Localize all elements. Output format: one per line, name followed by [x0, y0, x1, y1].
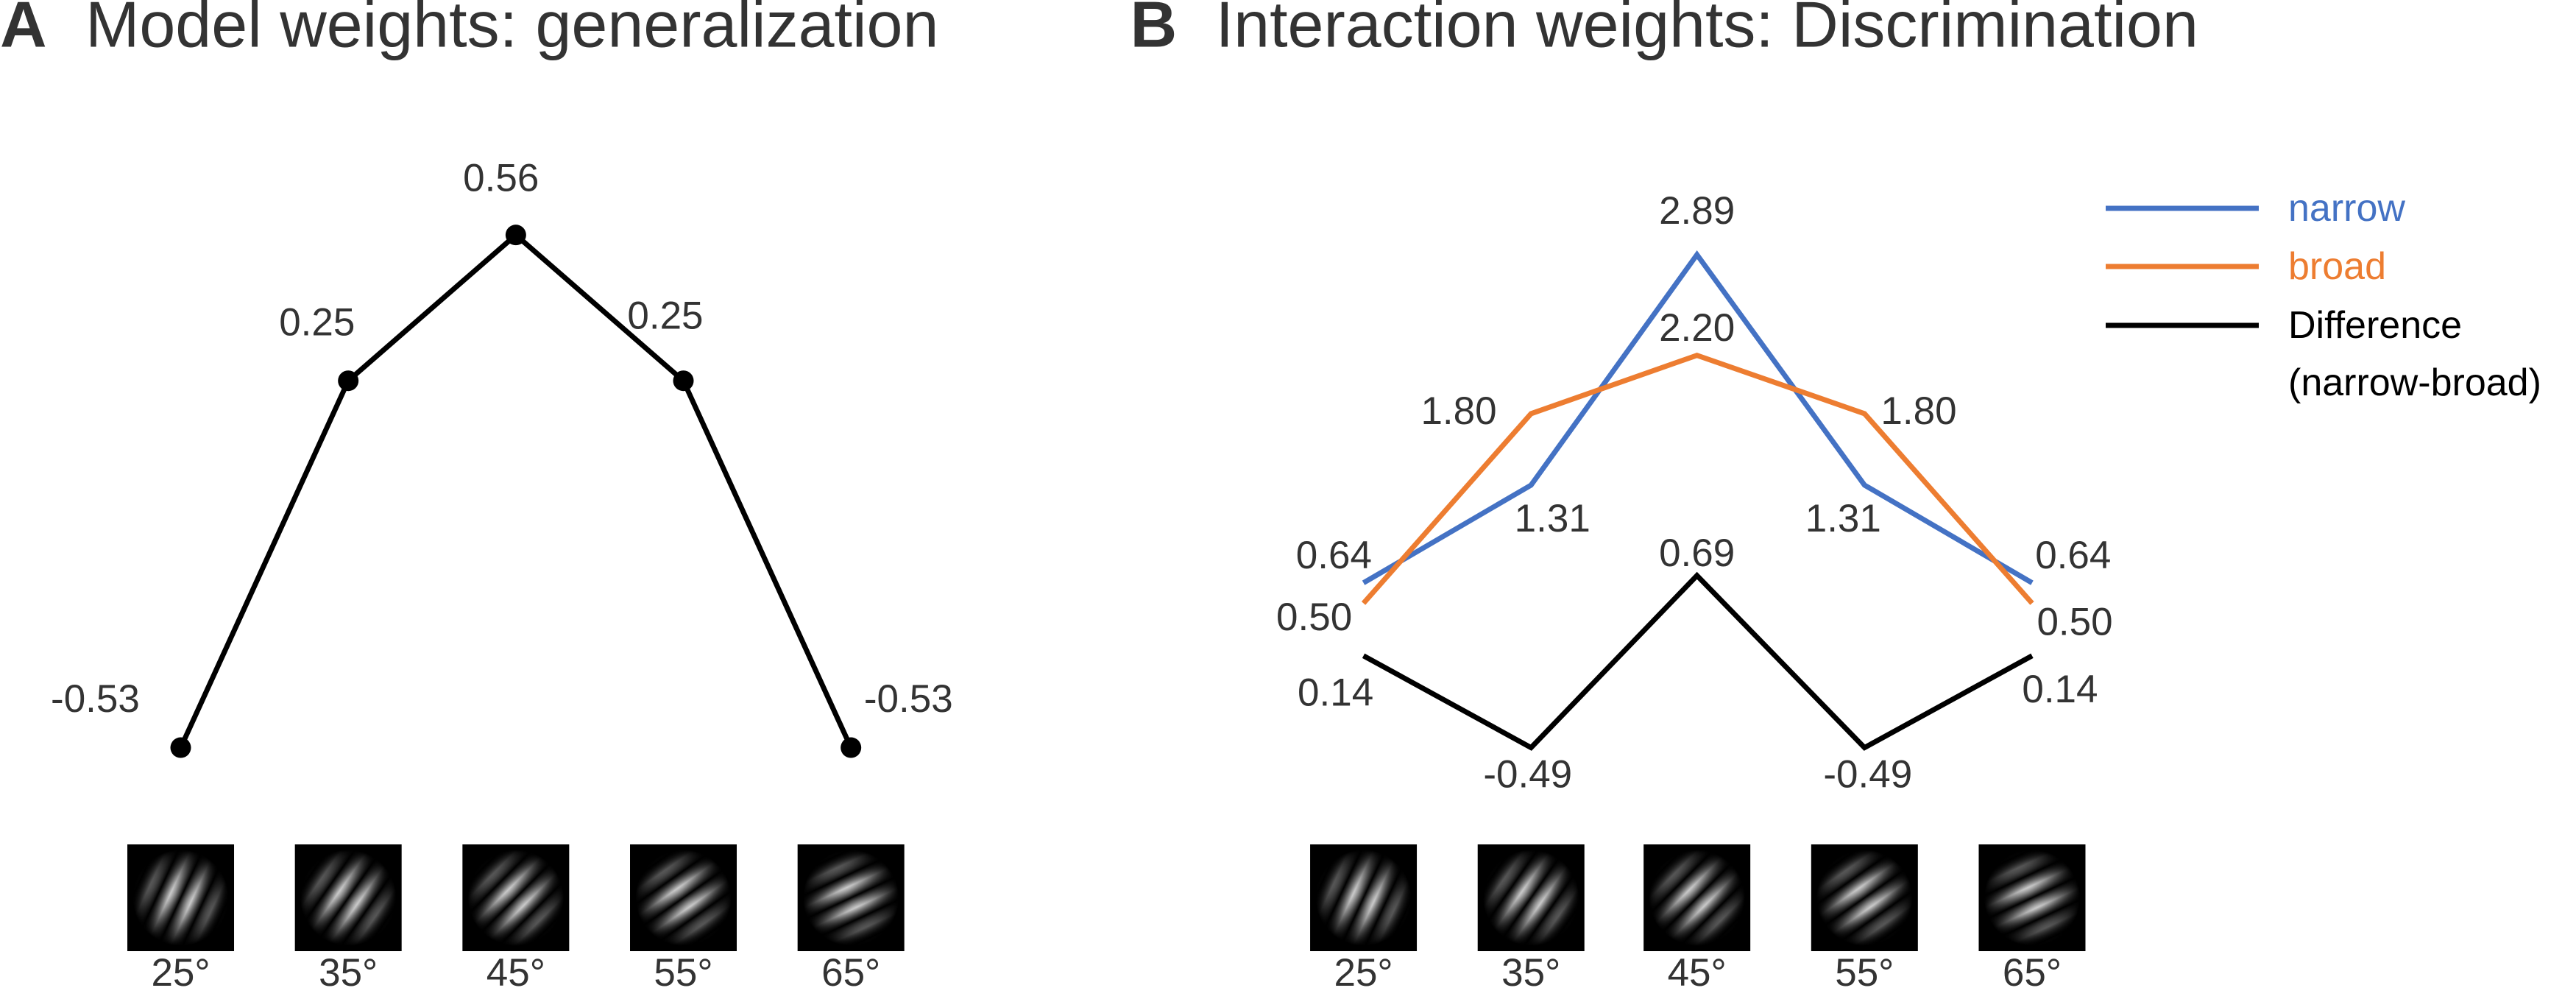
stimulus-patch [1978, 844, 2086, 951]
stimulus-patch [630, 844, 737, 951]
data-label: -0.49 [1483, 753, 1572, 797]
x-tick-label: 65° [821, 951, 880, 995]
data-label: 0.64 [2035, 534, 2111, 577]
data-label: 1.80 [1420, 389, 1496, 433]
legend-label: narrow [2288, 187, 2405, 230]
chart-title: Interaction weights: Discrimination [1216, 0, 2198, 60]
x-tick-label: 25° [1334, 951, 1393, 995]
panel-label: B [1130, 0, 1178, 60]
x-tick-label: 55° [654, 951, 712, 995]
series-line [1362, 250, 2034, 585]
x-tick-label: 25° [151, 951, 210, 995]
stimulus-patch [127, 844, 235, 951]
data-label: 0.50 [2037, 600, 2112, 643]
marker [505, 225, 526, 246]
data-label: 2.89 [1659, 189, 1735, 233]
x-tick-label: 65° [2003, 951, 2062, 995]
data-label: 2.20 [1659, 306, 1735, 350]
legend-label: broad [2288, 245, 2386, 288]
panel-label: A [0, 0, 47, 60]
marker [170, 737, 191, 758]
data-label: -0.53 [864, 677, 953, 721]
series-line [1361, 352, 2034, 605]
stimulus-patch [1477, 844, 1585, 951]
data-label: 1.31 [1515, 497, 1590, 540]
x-tick-label: 55° [1835, 951, 1894, 995]
marker [338, 370, 359, 392]
stimulus-patch [462, 844, 570, 951]
data-label: 0.25 [279, 300, 355, 344]
data-label: 1.80 [1880, 389, 1956, 433]
stimulus-patch [294, 844, 402, 951]
data-label: 0.14 [2022, 668, 2098, 711]
data-label: -0.49 [1823, 753, 1912, 797]
x-tick-label: 45° [1668, 951, 1727, 995]
stimulus-patch [1643, 844, 1751, 951]
data-label: 0.25 [627, 294, 703, 337]
x-tick-label: 35° [1501, 951, 1560, 995]
data-label: -0.53 [51, 677, 140, 721]
data-label: 0.56 [463, 157, 539, 200]
stimulus-patch [1310, 844, 1418, 951]
marker [841, 737, 862, 758]
stimulus-patch [1811, 844, 1918, 951]
data-label: 0.14 [1298, 671, 1373, 714]
series-line [1362, 571, 2034, 751]
legend-label: Difference (narrow-broad) [2288, 304, 2541, 404]
x-tick-label: 45° [486, 951, 545, 995]
data-label: 1.31 [1805, 497, 1881, 540]
data-label: 0.64 [1296, 534, 1372, 577]
stimulus-patch [797, 844, 905, 951]
data-label: 0.50 [1276, 596, 1352, 639]
data-label: 0.69 [1659, 532, 1735, 575]
marker [673, 370, 694, 392]
chart-title: Model weights: generalization [85, 0, 938, 60]
x-tick-label: 35° [319, 951, 378, 995]
